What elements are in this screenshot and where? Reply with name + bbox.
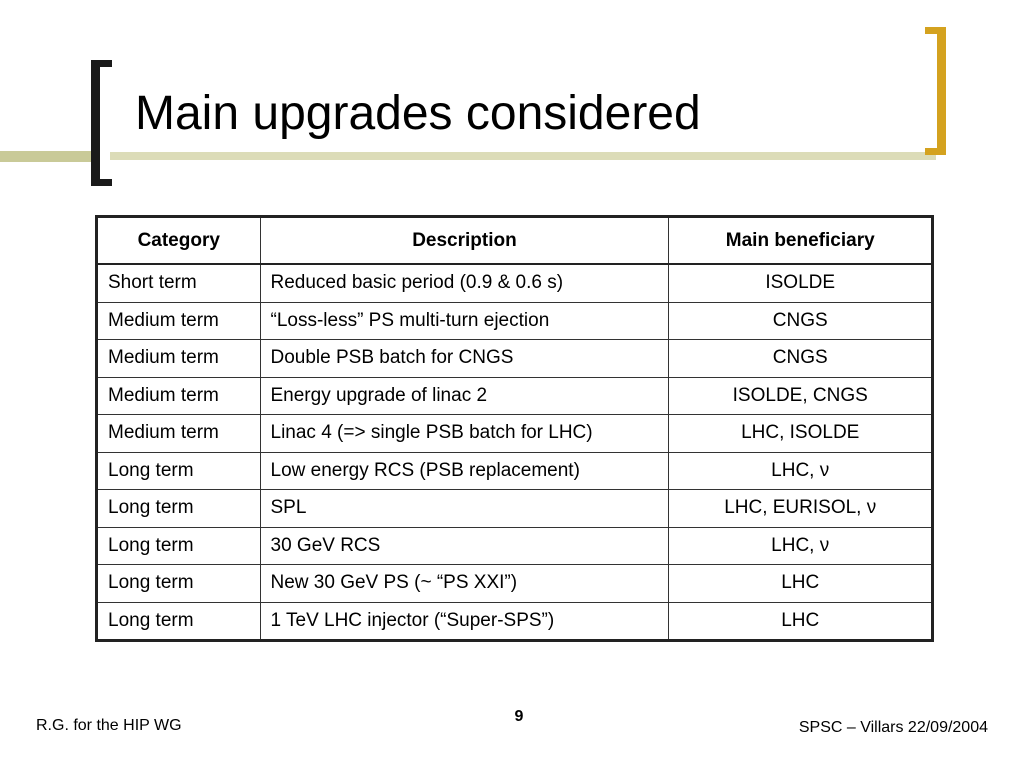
cell-description: “Loss-less” PS multi-turn ejection	[259, 301, 670, 340]
cell-beneficiary: CNGS	[668, 301, 933, 340]
cell-description: 1 TeV LHC injector (“Super-SPS”)	[259, 601, 670, 641]
table-header-row: Category Description Main beneficiary	[96, 216, 933, 265]
cell-category: Long term	[96, 526, 261, 565]
cell-category: Short term	[96, 263, 261, 303]
table-row: Long term SPL LHC, EURISOL, ν	[96, 489, 933, 528]
cell-description: Energy upgrade of linac 2	[259, 376, 670, 415]
title-underline-accent-left	[0, 151, 100, 162]
cell-description: 30 GeV RCS	[259, 526, 670, 565]
cell-beneficiary: LHC, ν	[668, 451, 933, 490]
table-row: Medium term Double PSB batch for CNGS CN…	[96, 339, 933, 378]
footer-event-date: SPSC – Villars 22/09/2004	[798, 719, 988, 736]
cell-category: Medium term	[96, 301, 261, 340]
cell-beneficiary: LHC	[668, 601, 933, 641]
cell-category: Long term	[96, 601, 261, 641]
table-row: Long term 1 TeV LHC injector (“Super-SPS…	[96, 601, 933, 641]
slide-title: Main upgrades considered	[135, 87, 701, 140]
table-row: Medium term “Loss-less” PS multi-turn ej…	[96, 301, 933, 340]
header-description: Description	[259, 216, 670, 265]
cell-beneficiary: LHC, EURISOL, ν	[668, 489, 933, 528]
cell-description: Linac 4 (=> single PSB batch for LHC)	[259, 414, 670, 453]
cell-beneficiary: ISOLDE, CNGS	[668, 376, 933, 415]
table-row: Long term New 30 GeV PS (~ “PS XXI”) LHC	[96, 564, 933, 603]
cell-beneficiary: LHC, ISOLDE	[668, 414, 933, 453]
cell-category: Medium term	[96, 376, 261, 415]
cell-beneficiary: LHC, ν	[668, 526, 933, 565]
cell-beneficiary: CNGS	[668, 339, 933, 378]
cell-description: Double PSB batch for CNGS	[259, 339, 670, 378]
header-category: Category	[96, 216, 261, 265]
page-number: 9	[514, 708, 524, 725]
footer-author: R.G. for the HIP WG	[36, 717, 182, 734]
cell-category: Long term	[96, 564, 261, 603]
cell-category: Long term	[96, 451, 261, 490]
table-row: Short term Reduced basic period (0.9 & 0…	[96, 263, 933, 303]
upgrades-table: Category Description Main beneficiary Sh…	[95, 215, 934, 642]
cell-beneficiary: LHC	[668, 564, 933, 603]
table-row: Long term 30 GeV RCS LHC, ν	[96, 526, 933, 565]
cell-beneficiary: ISOLDE	[668, 263, 933, 303]
cell-description: Low energy RCS (PSB replacement)	[259, 451, 670, 490]
cell-category: Medium term	[96, 414, 261, 453]
right-bracket-decoration	[925, 27, 946, 155]
table-row: Medium term Linac 4 (=> single PSB batch…	[96, 414, 933, 453]
title-underline-accent	[110, 152, 936, 160]
cell-category: Medium term	[96, 339, 261, 378]
table-row: Medium term Energy upgrade of linac 2 IS…	[96, 376, 933, 415]
table-row: Long term Low energy RCS (PSB replacemen…	[96, 451, 933, 490]
left-bracket-decoration	[91, 60, 112, 186]
cell-description: Reduced basic period (0.9 & 0.6 s)	[259, 263, 670, 303]
header-main-beneficiary: Main beneficiary	[668, 216, 933, 265]
cell-category: Long term	[96, 489, 261, 528]
cell-description: New 30 GeV PS (~ “PS XXI”)	[259, 564, 670, 603]
cell-description: SPL	[259, 489, 670, 528]
